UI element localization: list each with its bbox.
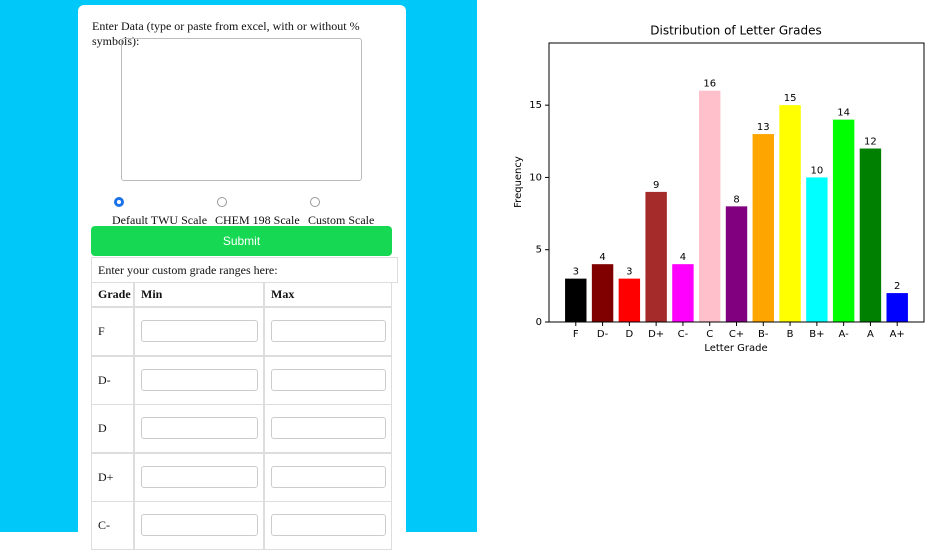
x-tick-label: B-: [758, 329, 769, 340]
table-header: Grade: [91, 282, 134, 307]
value-label: 14: [837, 108, 850, 119]
scale-radio[interactable]: [114, 197, 124, 207]
value-label: 13: [757, 122, 770, 133]
min-input[interactable]: [141, 417, 258, 439]
bar: [725, 206, 748, 322]
value-label: 16: [703, 79, 716, 90]
bar: [886, 293, 908, 322]
x-tick-label: D+: [648, 329, 664, 340]
max-input[interactable]: [271, 320, 386, 342]
min-input[interactable]: [141, 368, 258, 391]
scale-label: CHEM 198 Scale: [215, 213, 300, 227]
bar: [645, 191, 667, 322]
x-tick-label: A-: [839, 329, 850, 340]
x-tick-label: C+: [729, 329, 744, 340]
scale-radio[interactable]: [310, 197, 320, 207]
x-tick-label: B+: [809, 329, 824, 340]
scale-radio[interactable]: [217, 197, 227, 207]
value-label: 9: [653, 180, 659, 191]
max-input[interactable]: [271, 417, 386, 439]
data-prompt: Enter Data (type or paste from excel, wi…: [92, 19, 360, 48]
submit-button[interactable]: Submit: [91, 226, 392, 256]
value-label: 15: [784, 93, 797, 104]
y-axis-label: Frequency: [513, 156, 524, 208]
value-label: 4: [599, 252, 605, 263]
bar: [779, 105, 801, 323]
x-axis-label: Letter Grade: [704, 343, 767, 354]
grade-cell: D+: [91, 452, 134, 502]
max-input[interactable]: [271, 368, 386, 391]
left-panel: Enter Data (type or paste from excel, wi…: [0, 0, 477, 550]
x-tick-label: A+: [890, 329, 905, 340]
bar: [859, 148, 882, 322]
bar: [752, 134, 774, 322]
chart-title: Distribution of Letter Grades: [650, 24, 821, 38]
x-tick-label: C: [706, 329, 713, 340]
value-label: 3: [573, 267, 579, 278]
table-header: Max: [264, 282, 392, 307]
value-label: 2: [894, 281, 900, 292]
bar: [699, 90, 721, 322]
scale-label: Default TWU Scale: [112, 213, 208, 227]
plot-frame: [548, 42, 925, 323]
value-label: 8: [733, 194, 739, 205]
form-card: Enter Data (type or paste from excel, wi…: [78, 5, 406, 550]
value-label: 10: [810, 165, 823, 176]
value-label: 4: [680, 252, 686, 263]
y-tick-label: 15: [529, 100, 542, 111]
y-tick-label: 0: [536, 317, 542, 328]
bar: [591, 264, 614, 322]
data-textarea[interactable]: [121, 38, 362, 181]
y-tick-label: 10: [529, 172, 542, 183]
bar: [565, 278, 587, 322]
x-tick-label: F: [573, 329, 579, 340]
bar: [672, 264, 694, 322]
min-input[interactable]: [141, 514, 258, 536]
x-tick-label: B: [787, 329, 794, 340]
max-input[interactable]: [271, 465, 386, 488]
chart: Distribution of Letter Grades Letter Gra…: [513, 24, 925, 354]
x-tick-label: D: [626, 329, 634, 340]
grade-cell: F: [91, 307, 134, 356]
table-header: Min: [134, 282, 264, 307]
min-input[interactable]: [141, 320, 258, 342]
bar: [618, 278, 641, 322]
scale-label: Custom Scale: [308, 213, 375, 227]
y-tick-label: 5: [536, 245, 542, 256]
bar: [832, 119, 855, 322]
min-input[interactable]: [141, 465, 258, 488]
value-label: 3: [626, 267, 632, 278]
grade-cell: D-: [91, 355, 134, 405]
bar: [806, 177, 828, 322]
custom-prompt: Enter your custom grade ranges here:: [91, 257, 398, 283]
max-input[interactable]: [271, 514, 386, 536]
x-tick-label: A: [867, 329, 874, 340]
value-label: 12: [864, 137, 877, 148]
x-tick-label: D-: [597, 329, 609, 340]
x-tick-label: C-: [678, 329, 689, 340]
grade-cell: D: [91, 404, 134, 453]
grade-cell: C-: [91, 501, 134, 550]
